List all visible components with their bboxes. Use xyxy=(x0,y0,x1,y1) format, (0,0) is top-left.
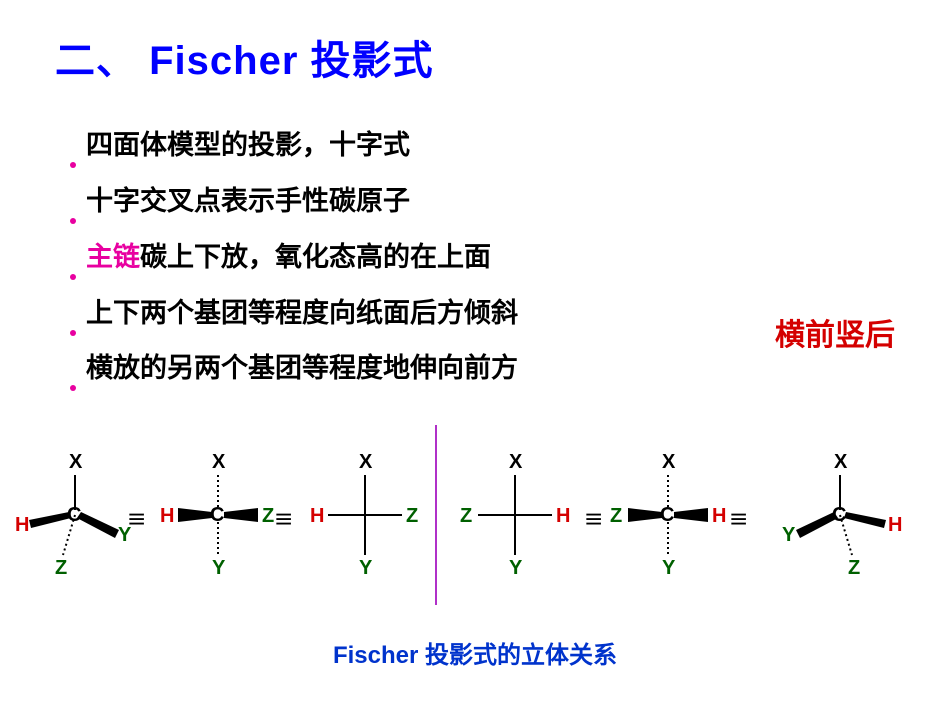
atom-label-h: H xyxy=(712,506,726,526)
atom-label-y: Y xyxy=(359,558,372,578)
side-note: 横前竖后 xyxy=(775,310,895,354)
atom-label-z: Z xyxy=(262,506,274,526)
bullet-text: 横放的另两个基团等程度地伸向前方 xyxy=(86,353,518,383)
atom-label-h: H xyxy=(310,506,324,526)
diagram-row: ≡ ≡ ≡ ≡ X C H Y Z X C H Z Y xyxy=(0,420,950,620)
atom-label-c: C xyxy=(832,505,846,525)
bullet-list: 四面体模型的投影，十字式 十字交叉点表示手性碳原子 主链碳上下放，氧化态高的在上… xyxy=(70,125,518,404)
atom-label-h: H xyxy=(556,506,570,526)
bullet-text: 四面体模型的投影，十字式 xyxy=(86,130,410,160)
bullet-text: 十字交叉点表示手性碳原子 xyxy=(86,186,410,216)
atom-label-y: Y xyxy=(118,525,131,545)
atom-label-x: X xyxy=(509,452,522,472)
projection-fischer-left: X H Z Y xyxy=(310,420,450,590)
bullet-item: 四面体模型的投影，十字式 xyxy=(70,125,518,167)
page-title: 二、 Fischer 投影式 xyxy=(55,28,434,86)
bullet-dot xyxy=(70,218,76,224)
projection-3d-left: X C H Y Z xyxy=(15,420,155,590)
bullet-text: 碳上下放，氧化态高的在上面 xyxy=(140,242,491,272)
bullet-item: 十字交叉点表示手性碳原子 xyxy=(70,181,518,223)
atom-label-y: Y xyxy=(509,558,522,578)
atom-label-z: Z xyxy=(848,558,860,578)
atom-label-y: Y xyxy=(782,525,795,545)
atom-label-y: Y xyxy=(212,558,225,578)
bullet-item: 横放的另两个基团等程度地伸向前方 xyxy=(70,348,518,390)
atom-label-h: H xyxy=(888,515,902,535)
bullet-dot xyxy=(70,162,76,168)
atom-label-c: C xyxy=(660,505,674,525)
atom-label-z: Z xyxy=(610,506,622,526)
atom-label-z: Z xyxy=(406,506,418,526)
atom-label-x: X xyxy=(212,452,225,472)
projection-fischer-right: X Z H Y xyxy=(460,420,600,590)
bullet-dot xyxy=(70,274,76,280)
diagram-caption: Fischer 投影式的立体关系 xyxy=(0,635,950,670)
projection-dashwedge-left: X C H Z Y xyxy=(160,420,300,590)
atom-label-h: H xyxy=(15,515,29,535)
bullet-dot xyxy=(70,385,76,391)
atom-label-z: Z xyxy=(55,558,67,578)
atom-label-x: X xyxy=(69,452,82,472)
bullet-text: 上下两个基团等程度向纸面后方倾斜 xyxy=(86,298,518,328)
atom-label-x: X xyxy=(662,452,675,472)
atom-label-y: Y xyxy=(662,558,675,578)
atom-label-x: X xyxy=(359,452,372,472)
atom-label-x: X xyxy=(834,452,847,472)
atom-label-c: C xyxy=(210,505,224,525)
bullet-item: 上下两个基团等程度向纸面后方倾斜 xyxy=(70,293,518,335)
bullet-item: 主链碳上下放，氧化态高的在上面 xyxy=(70,237,518,279)
bullet-text-highlight: 主链 xyxy=(86,242,140,272)
projection-dashwedge-right: X C Z H Y xyxy=(610,420,750,590)
atom-label-c: C xyxy=(67,505,81,525)
atom-label-z: Z xyxy=(460,506,472,526)
atom-label-h: H xyxy=(160,506,174,526)
projection-3d-right: X C H Y Z xyxy=(770,420,910,590)
bullet-dot xyxy=(70,330,76,336)
